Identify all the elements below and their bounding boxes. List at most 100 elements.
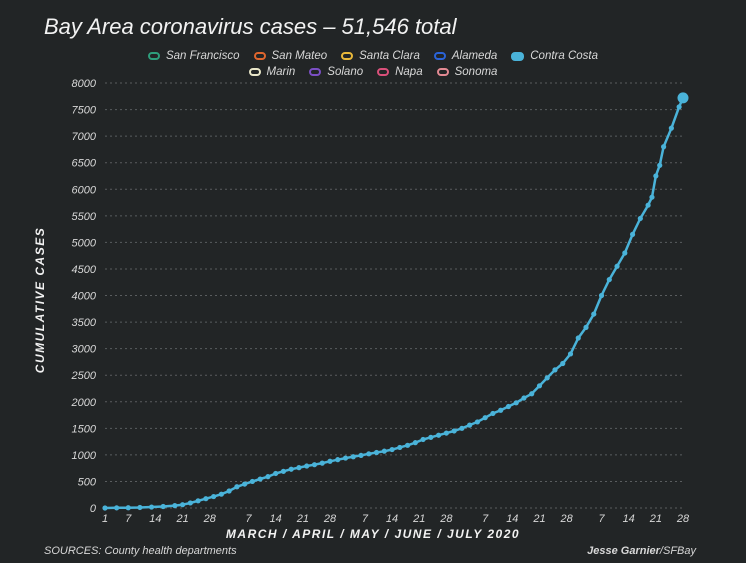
data-point [288, 466, 294, 472]
data-point [575, 335, 581, 341]
data-point [296, 465, 302, 471]
legend-label: Sonoma [454, 66, 498, 78]
data-point [521, 395, 527, 401]
data-point [172, 503, 178, 509]
legend-item-alameda[interactable]: Alameda [433, 50, 498, 62]
legend-row-1: San Francisco San Mateo Santa Clara Alameda… [0, 50, 746, 62]
data-point [280, 468, 287, 474]
legend-item-napa[interactable]: Napa [377, 66, 423, 78]
x-tick-label: 21 [296, 513, 309, 525]
legend-swatch-icon [253, 52, 266, 60]
data-point [265, 474, 271, 480]
data-point [249, 478, 256, 485]
x-tick-label: 28 [323, 513, 337, 525]
y-tick-label: 7000 [72, 131, 97, 143]
legend-swatch-icon [377, 68, 390, 76]
data-point [645, 202, 651, 208]
data-point [536, 383, 543, 389]
data-point [622, 250, 628, 256]
data-point [583, 324, 589, 330]
data-point [649, 194, 655, 200]
y-tick-label: 2500 [71, 370, 97, 382]
data-point [560, 360, 566, 367]
data-point [389, 446, 395, 453]
y-tick-label: 7500 [72, 105, 97, 117]
data-point [218, 491, 224, 497]
x-tick-label: 7 [362, 513, 369, 525]
data-point [513, 400, 519, 406]
y-tick-label: 5000 [72, 237, 97, 249]
y-tick-label: 2000 [71, 397, 97, 409]
x-tick-label: 7 [598, 513, 605, 525]
legend-item-santa-clara[interactable]: Santa Clara [341, 50, 420, 62]
legend-item-sonoma[interactable]: Sonoma [436, 66, 498, 78]
legend-swatch-icon [248, 68, 261, 76]
y-tick-label: 4000 [72, 291, 97, 303]
data-point [490, 410, 496, 417]
legend-label: San Mateo [271, 50, 328, 62]
legend-item-san-mateo[interactable]: San Mateo [253, 50, 328, 62]
x-tick-label: 28 [439, 513, 453, 525]
data-point [668, 125, 674, 131]
x-tick-label: 21 [412, 513, 425, 525]
data-point [226, 488, 232, 494]
legend-swatch-icon [341, 52, 354, 60]
data-point [102, 505, 108, 511]
data-point [552, 367, 558, 373]
legend-label: Contra Costa [530, 50, 599, 62]
data-point [342, 455, 349, 461]
x-tick-label: 14 [386, 513, 398, 525]
data-point [350, 454, 356, 460]
data-point [614, 263, 620, 269]
data-point [381, 448, 387, 454]
credit: Jesse Garnier/SFBay [587, 545, 696, 557]
data-point [474, 419, 481, 425]
y-tick-label: 500 [78, 476, 97, 488]
data-point [606, 276, 612, 283]
legend-item-san-francisco[interactable]: San Francisco [147, 50, 240, 62]
data-point [304, 463, 310, 469]
sources-note: SOURCES: County health departments [44, 545, 237, 557]
legend-item-contra-costa[interactable]: Contra Costa [511, 50, 598, 62]
data-point [567, 351, 574, 357]
data-point [544, 375, 550, 381]
data-point [436, 432, 442, 438]
y-tick-label: 6000 [72, 184, 97, 196]
data-point [676, 104, 682, 110]
data-point [482, 415, 488, 421]
x-tick-label: 7 [482, 513, 489, 525]
legend-label: Santa Clara [359, 50, 420, 62]
data-point [653, 173, 659, 179]
x-tick-label: 21 [649, 513, 662, 525]
data-point [114, 505, 120, 511]
legend-item-solano[interactable]: Solano [309, 66, 363, 78]
data-point [195, 498, 201, 504]
data-point [373, 449, 380, 456]
data-point [397, 444, 403, 451]
data-point [358, 452, 364, 459]
data-point [319, 460, 325, 466]
y-tick-label: 4500 [72, 264, 97, 276]
data-point [179, 502, 186, 508]
data-point [505, 403, 512, 410]
data-point [203, 496, 209, 502]
data-point [242, 481, 248, 487]
x-axis-label: MARCH / APRIL / MAY / JUNE / JULY 2020 [225, 527, 521, 541]
legend-swatch-icon [511, 51, 525, 61]
x-tick-label: 28 [559, 513, 573, 525]
legend-label: Napa [395, 66, 423, 78]
x-tick-label: 14 [270, 513, 282, 525]
y-tick-label: 1000 [72, 450, 97, 462]
data-point [428, 434, 434, 440]
legend-label: Alameda [451, 50, 498, 62]
legend-swatch-icon [436, 68, 449, 76]
legend-label: Solano [327, 66, 364, 78]
y-tick-label: 0 [90, 503, 97, 515]
x-tick-label: 28 [203, 513, 217, 525]
legend-item-marin[interactable]: Marin [248, 66, 295, 78]
data-point [187, 500, 193, 506]
data-point [598, 292, 605, 299]
data-point [234, 484, 240, 490]
data-point [327, 458, 333, 464]
data-point [443, 430, 449, 436]
